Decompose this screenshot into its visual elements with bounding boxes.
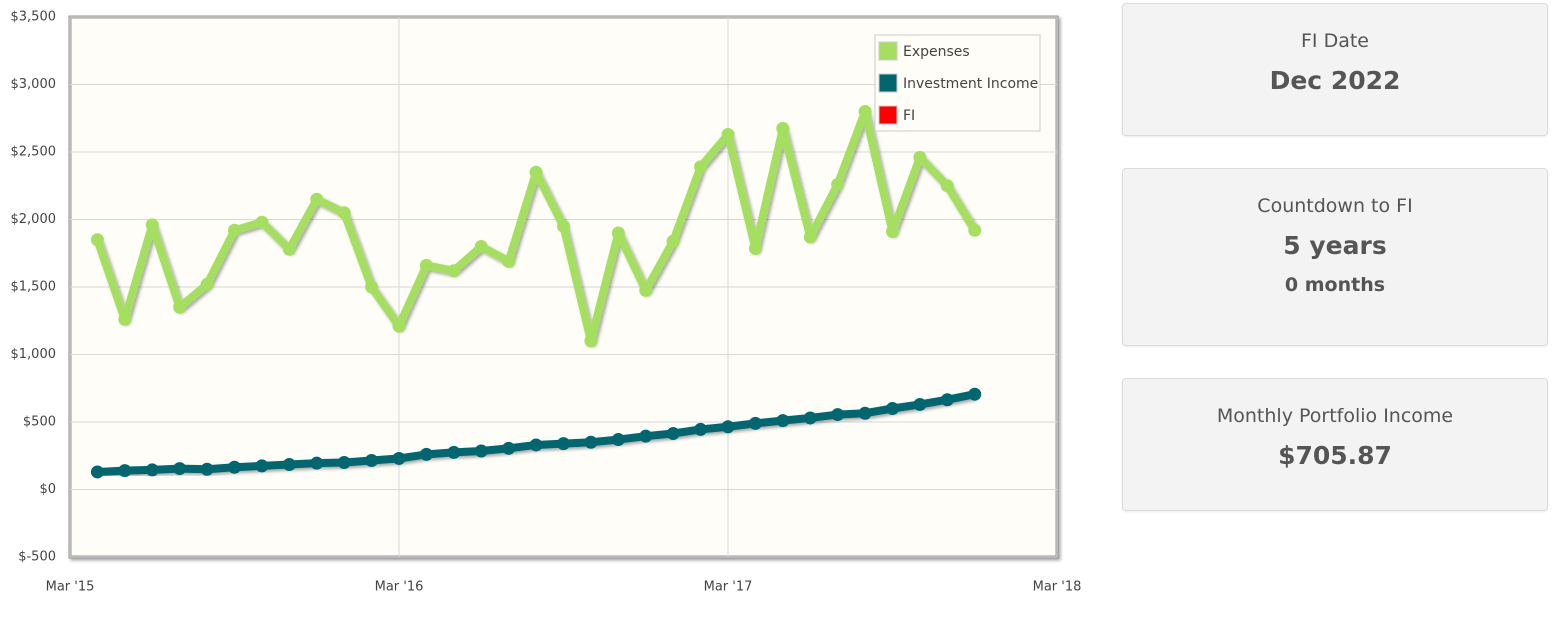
x-tick-label: Mar '18 xyxy=(1033,580,1082,595)
data-point xyxy=(90,465,104,479)
data-point xyxy=(803,230,817,244)
y-tick-label: $-500 xyxy=(18,550,56,565)
card-value: $705.87 xyxy=(1278,441,1392,470)
data-point xyxy=(858,105,872,118)
data-point xyxy=(118,464,132,478)
card-value: 5 years xyxy=(1283,231,1387,260)
card-title: Countdown to FI xyxy=(1257,195,1413,217)
legend-label: Investment Income xyxy=(903,76,1038,92)
data-point xyxy=(940,393,954,407)
data-point xyxy=(858,406,872,420)
chart: $-500 $0 $500 $1,000 $1,500 $2,000 $2,500 $3,00… xyxy=(11,10,1082,595)
data-point xyxy=(529,165,543,179)
data-point xyxy=(831,177,845,191)
y-tick-label: $3,500 xyxy=(11,10,57,25)
data-point xyxy=(145,463,159,477)
data-point xyxy=(694,422,708,436)
data-point xyxy=(968,223,982,237)
data-point xyxy=(502,441,516,455)
data-point xyxy=(584,334,598,348)
data-point xyxy=(776,121,790,135)
data-point xyxy=(721,127,735,141)
data-point xyxy=(118,312,132,326)
legend-label: FI xyxy=(903,108,915,124)
data-point xyxy=(639,283,653,297)
data-point xyxy=(557,437,570,451)
data-point xyxy=(255,215,269,229)
data-point xyxy=(392,451,406,465)
data-point xyxy=(447,445,461,459)
legend-box xyxy=(874,34,1041,132)
legend-swatch xyxy=(878,105,898,125)
x-tick-label: Mar '17 xyxy=(704,580,753,595)
data-point xyxy=(228,223,241,237)
y-tick-label: $2,500 xyxy=(11,145,57,160)
data-point xyxy=(666,234,680,248)
data-point xyxy=(365,453,379,467)
data-point xyxy=(666,426,680,440)
data-point xyxy=(365,280,379,294)
y-tick-label: $0 xyxy=(39,482,56,497)
data-point xyxy=(611,433,625,447)
x-tick-label: Mar '15 xyxy=(46,580,95,595)
legend-swatch xyxy=(878,41,898,61)
data-point xyxy=(419,447,433,461)
data-point xyxy=(776,414,790,428)
y-tick-label: $3,000 xyxy=(11,77,57,92)
data-point xyxy=(721,420,735,434)
data-point xyxy=(831,408,845,422)
data-point xyxy=(913,150,927,164)
data-point xyxy=(886,402,899,415)
card: Countdown to FI 5 years 0 months xyxy=(1122,168,1548,346)
card-value: Dec 2022 xyxy=(1269,66,1401,95)
data-point xyxy=(447,264,461,278)
data-point xyxy=(173,300,187,314)
data-point xyxy=(474,444,488,458)
data-point xyxy=(200,277,214,291)
card-title: Monthly Portfolio Income xyxy=(1216,405,1454,427)
data-point xyxy=(282,458,296,472)
card-title: FI Date xyxy=(1301,30,1369,52)
data-point xyxy=(639,429,653,443)
data-point xyxy=(173,462,187,476)
card: FI Date Dec 2022 xyxy=(1122,3,1548,136)
data-point xyxy=(611,226,625,240)
y-tick-label: $1,500 xyxy=(11,280,57,295)
data-point xyxy=(337,456,351,469)
data-point xyxy=(145,218,159,232)
data-point xyxy=(310,456,324,470)
data-point xyxy=(282,242,296,256)
data-point xyxy=(584,435,598,449)
data-point xyxy=(886,225,899,239)
legend-swatch xyxy=(878,73,898,93)
data-point xyxy=(968,387,982,401)
data-point xyxy=(474,240,488,253)
y-tick-label: $2,000 xyxy=(11,212,57,227)
data-point xyxy=(748,242,762,256)
data-point xyxy=(90,233,104,247)
legend-label: Expenses xyxy=(903,44,970,60)
card-detail: 0 months xyxy=(1284,274,1386,296)
data-point xyxy=(392,319,406,333)
data-point xyxy=(310,192,324,206)
data-point xyxy=(748,416,762,430)
y-tick-label: $500 xyxy=(23,415,56,430)
data-point xyxy=(255,459,269,473)
data-point xyxy=(803,411,817,425)
data-point xyxy=(337,206,351,220)
card: Monthly Portfolio Income $705.87 xyxy=(1122,378,1548,511)
data-point xyxy=(557,219,570,233)
y-tick-label: $1,000 xyxy=(11,347,57,362)
data-point xyxy=(228,460,241,474)
x-tick-label: Mar '16 xyxy=(375,580,424,595)
data-point xyxy=(694,160,708,174)
data-point xyxy=(913,397,927,411)
data-point xyxy=(502,254,516,268)
data-point xyxy=(200,462,214,476)
data-point xyxy=(529,438,543,452)
data-point xyxy=(419,258,433,272)
